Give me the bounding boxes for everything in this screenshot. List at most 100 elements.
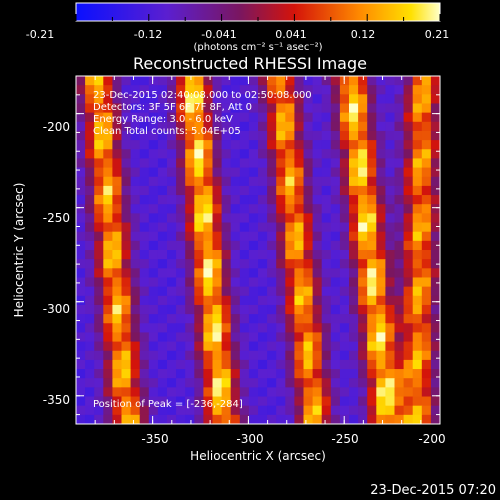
heatmap-cell [130,304,141,315]
colorbar-tick-label: 0.041 [275,28,307,41]
heatmap-cell [76,323,86,334]
heatmap-cell [403,414,414,424]
heatmap-cell [194,277,204,288]
heatmap-cell [230,213,241,224]
heatmap-cell [139,231,150,242]
heatmap-cell [212,304,223,315]
heatmap-cell [203,359,214,370]
heatmap-cell [358,414,368,424]
heatmap-cell [285,112,295,123]
heatmap-cell [258,121,268,132]
heatmap-cell [258,350,268,361]
heatmap-cell [103,295,113,306]
heatmap-cell [176,332,186,343]
heatmap-cell [321,387,332,398]
heatmap-cell [248,268,259,279]
heatmap-cell [194,121,204,132]
heatmap-cell [103,314,113,324]
heatmap-cell [339,277,350,288]
heatmap-cell [267,369,277,379]
heatmap-cell [339,396,350,407]
heatmap-cell [294,140,305,150]
heatmap-cell [349,121,359,132]
heatmap-cell [294,396,305,407]
heatmap-cell [176,158,186,169]
heatmap-cell [239,414,250,424]
heatmap-cell [339,222,350,233]
heatmap-cell [148,121,159,132]
heatmap-cell [76,378,86,388]
heatmap-cell [230,314,241,324]
heatmap-cell [349,85,359,95]
heatmap-cell [303,112,314,123]
heatmap-cell [376,268,386,279]
heatmap-cell [94,295,104,306]
heatmap-cell [248,314,259,324]
heatmap-cell [403,240,414,251]
heatmap-cell [112,304,123,315]
heatmap-cell [285,295,295,306]
heatmap-cell [339,195,350,205]
heatmap-cell [121,359,132,370]
heatmap-cell [221,222,232,233]
heatmap-cell [112,76,123,86]
heatmap-cell [76,130,86,141]
heatmap-cell [321,195,332,205]
heatmap-cell [421,85,432,95]
heatmap-cell [148,76,159,86]
heatmap-cell [212,85,223,95]
heatmap-cell [285,396,295,407]
heatmap-cell [294,76,305,86]
heatmap-cell [312,405,323,416]
heatmap-cell [194,250,204,260]
heatmap-cell [176,195,186,205]
heatmap-cell [303,304,314,315]
heatmap-cell [85,195,95,205]
heatmap-cell [303,350,314,361]
heatmap-cell [139,405,150,416]
heatmap-cell [385,304,396,315]
heatmap-cell [376,341,386,352]
heatmap-cell [239,204,250,214]
heatmap-cell [321,167,332,178]
heatmap-cell [194,314,204,324]
heatmap-cell [103,158,113,169]
heatmap-cell [321,94,332,105]
heatmap-cell [339,314,350,324]
heatmap-cell [112,94,123,105]
heatmap-cell [139,250,150,260]
heatmap-cell [403,396,414,407]
heatmap-cell [76,76,86,86]
heatmap-cell [358,76,368,86]
heatmap-cell [258,213,268,224]
heatmap-cell [221,341,232,352]
heatmap-cell [267,277,277,288]
heatmap-cell [294,332,305,343]
heatmap-cell [239,378,250,388]
heatmap-cell [276,350,286,361]
heatmap-cell [203,369,214,379]
heatmap-cell [76,240,86,251]
heatmap-cell [76,304,86,315]
heatmap-cell [412,103,423,114]
heatmap-cell [258,140,268,150]
heatmap-cell [185,359,195,370]
heatmap-cell [403,158,414,169]
heatmap-cell [421,378,432,388]
heatmap-cell [194,332,204,343]
heatmap-cell [367,103,377,114]
heatmap-cell [385,158,396,169]
heatmap-cell [358,85,368,95]
heatmap-cell [430,396,440,407]
heatmap-cell [212,167,223,178]
heatmap-cell [121,222,132,233]
heatmap-cell [385,231,396,242]
heatmap-cell [130,195,141,205]
heatmap-cell [385,314,396,324]
heatmap-cell [276,85,286,95]
heatmap-cell [430,204,440,214]
heatmap-cell [303,76,314,86]
heatmap-cell [221,195,232,205]
heatmap-cell [421,167,432,178]
heatmap-cell [212,195,223,205]
